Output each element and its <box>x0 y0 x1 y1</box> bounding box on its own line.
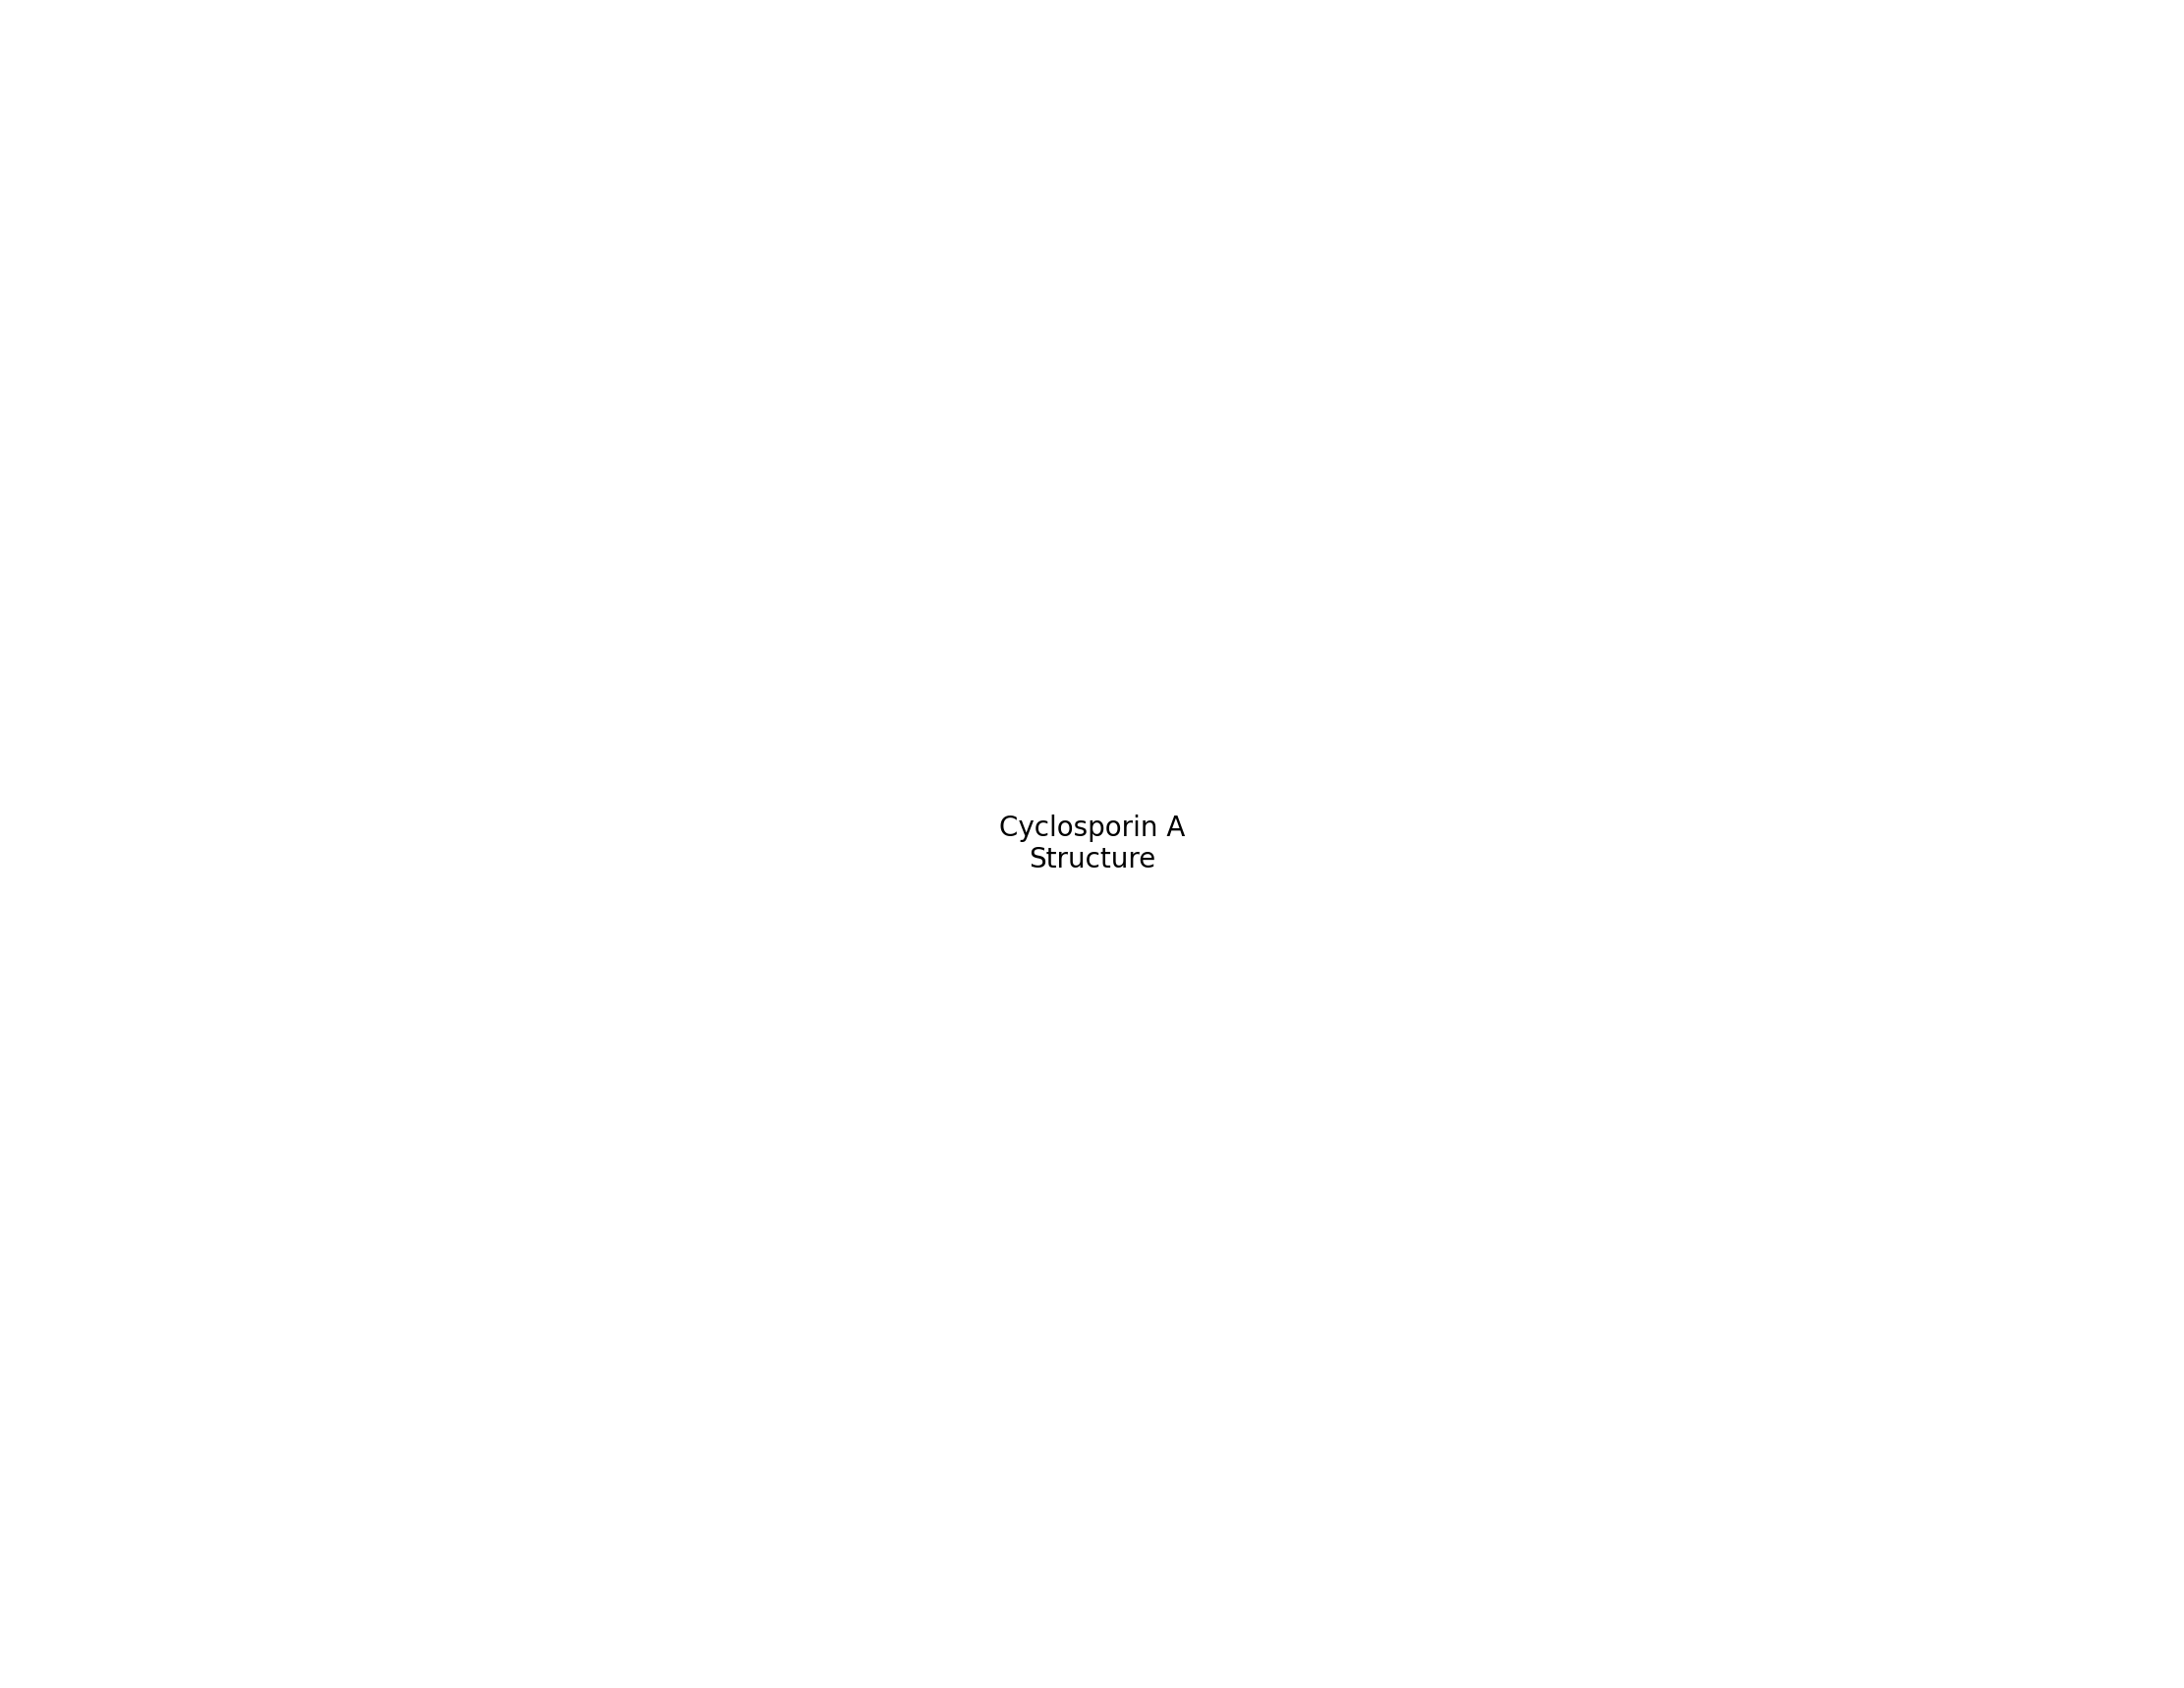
Text: Cyclosporin A
Structure: Cyclosporin A Structure <box>998 814 1186 874</box>
